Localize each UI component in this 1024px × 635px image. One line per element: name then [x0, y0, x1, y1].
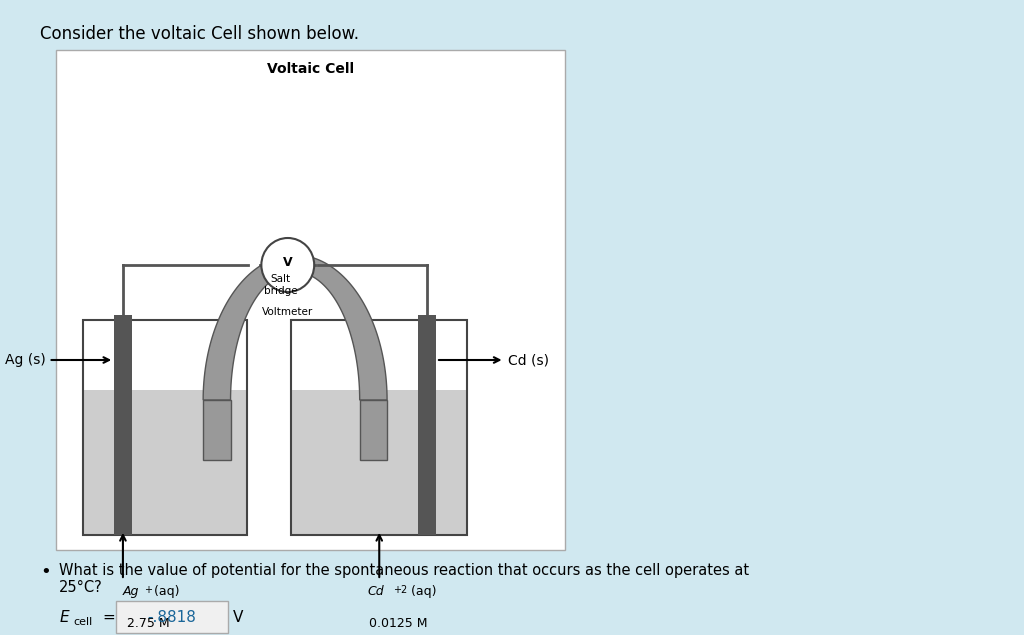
Text: V: V: [283, 257, 293, 269]
Bar: [114, 315, 132, 535]
FancyBboxPatch shape: [116, 601, 227, 633]
Bar: [83, 390, 247, 535]
Text: +: +: [144, 585, 153, 595]
FancyBboxPatch shape: [56, 50, 565, 550]
Text: V: V: [232, 610, 243, 624]
Bar: [359, 400, 387, 460]
Text: Ag (s): Ag (s): [5, 353, 46, 367]
Text: (aq): (aq): [407, 585, 436, 598]
Text: Cd (s): Cd (s): [508, 353, 550, 367]
PathPatch shape: [203, 255, 387, 400]
Text: +2: +2: [393, 585, 408, 595]
Text: Consider the voltaic Cell shown below.: Consider the voltaic Cell shown below.: [40, 25, 358, 43]
Circle shape: [261, 238, 314, 292]
Text: Voltmeter: Voltmeter: [262, 307, 313, 317]
Text: E: E: [59, 610, 69, 624]
Text: Salt
bridge: Salt bridge: [263, 274, 297, 296]
Bar: [291, 390, 467, 535]
Bar: [203, 400, 230, 460]
Text: 2.75 M: 2.75 M: [127, 617, 169, 630]
Bar: [419, 315, 436, 535]
Text: Cd: Cd: [368, 585, 384, 598]
Text: What is the value of potential for the spontaneous reaction that occurs as the c: What is the value of potential for the s…: [59, 563, 750, 596]
Text: (aq): (aq): [151, 585, 180, 598]
Text: Ag: Ag: [123, 585, 139, 598]
Text: =: =: [102, 610, 115, 624]
Text: -.8818: -.8818: [147, 610, 197, 624]
Text: 0.0125 M: 0.0125 M: [370, 617, 428, 630]
Text: cell: cell: [73, 617, 92, 627]
Bar: [83, 320, 247, 535]
Text: •: •: [40, 563, 50, 581]
Text: Voltaic Cell: Voltaic Cell: [267, 62, 354, 76]
Bar: [291, 320, 467, 535]
